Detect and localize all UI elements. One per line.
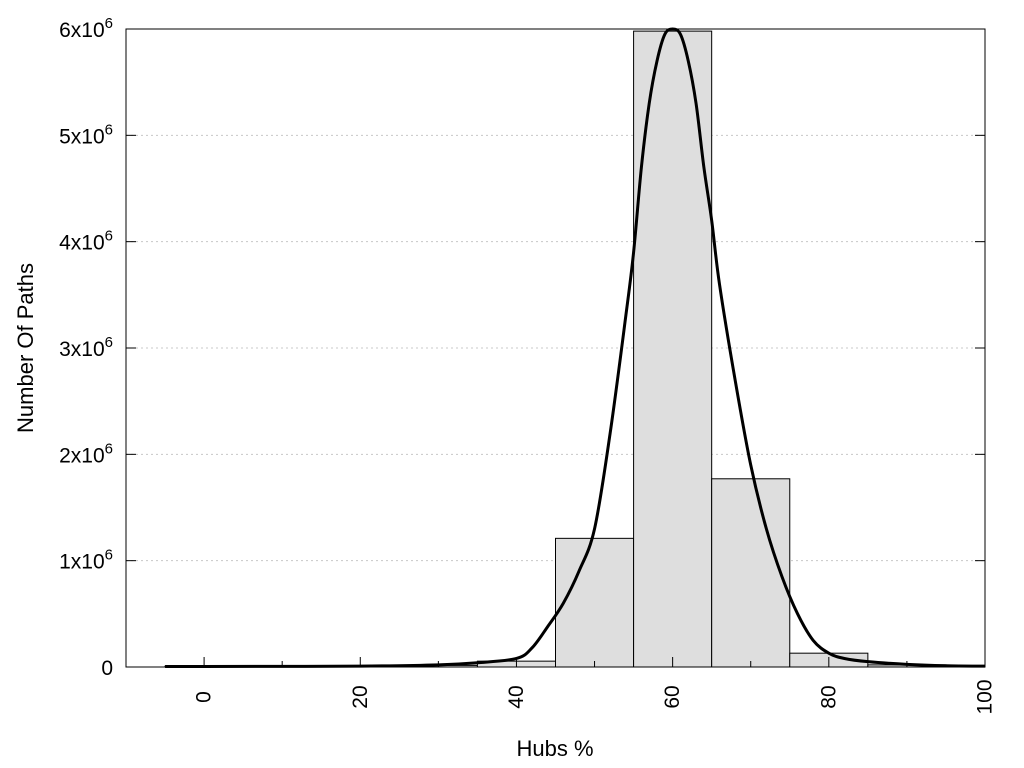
y-tick-label-0: 0 xyxy=(101,657,113,680)
y-tick-label-6: 6x106 xyxy=(59,15,113,42)
fit-curve xyxy=(165,27,986,668)
x-tick-label-0: 0 xyxy=(193,691,216,703)
grid-lines xyxy=(126,134,985,562)
x-axis-ticks: 0 20 40 60 80 100 xyxy=(193,657,997,715)
y-axis-title: Number Of Paths xyxy=(13,263,38,433)
bar-5 xyxy=(555,537,635,668)
bar-7 xyxy=(711,478,791,668)
y-tick-label-4: 4x106 xyxy=(59,228,113,255)
x-axis-title: Hubs % xyxy=(516,736,593,761)
y-tick-label-5: 5x106 xyxy=(59,121,113,148)
y-tick-label-2: 2x106 xyxy=(59,440,113,467)
x-tick-label-80: 80 xyxy=(817,685,840,708)
x-tick-label-40: 40 xyxy=(505,685,528,708)
y-tick-label-1: 1x106 xyxy=(59,547,113,574)
y-tick-label-3: 3x106 xyxy=(59,334,113,361)
y-axis-ticks: 0 1x106 2x106 3x106 4x106 5x106 6x106 xyxy=(59,15,985,680)
x-tick-label-100: 100 xyxy=(974,679,997,714)
x-tick-label-60: 60 xyxy=(661,685,684,708)
bar-6 xyxy=(633,30,713,668)
x-tick-label-20: 20 xyxy=(349,685,372,708)
fit-curve-line xyxy=(165,27,986,668)
histogram-bars xyxy=(164,30,947,668)
